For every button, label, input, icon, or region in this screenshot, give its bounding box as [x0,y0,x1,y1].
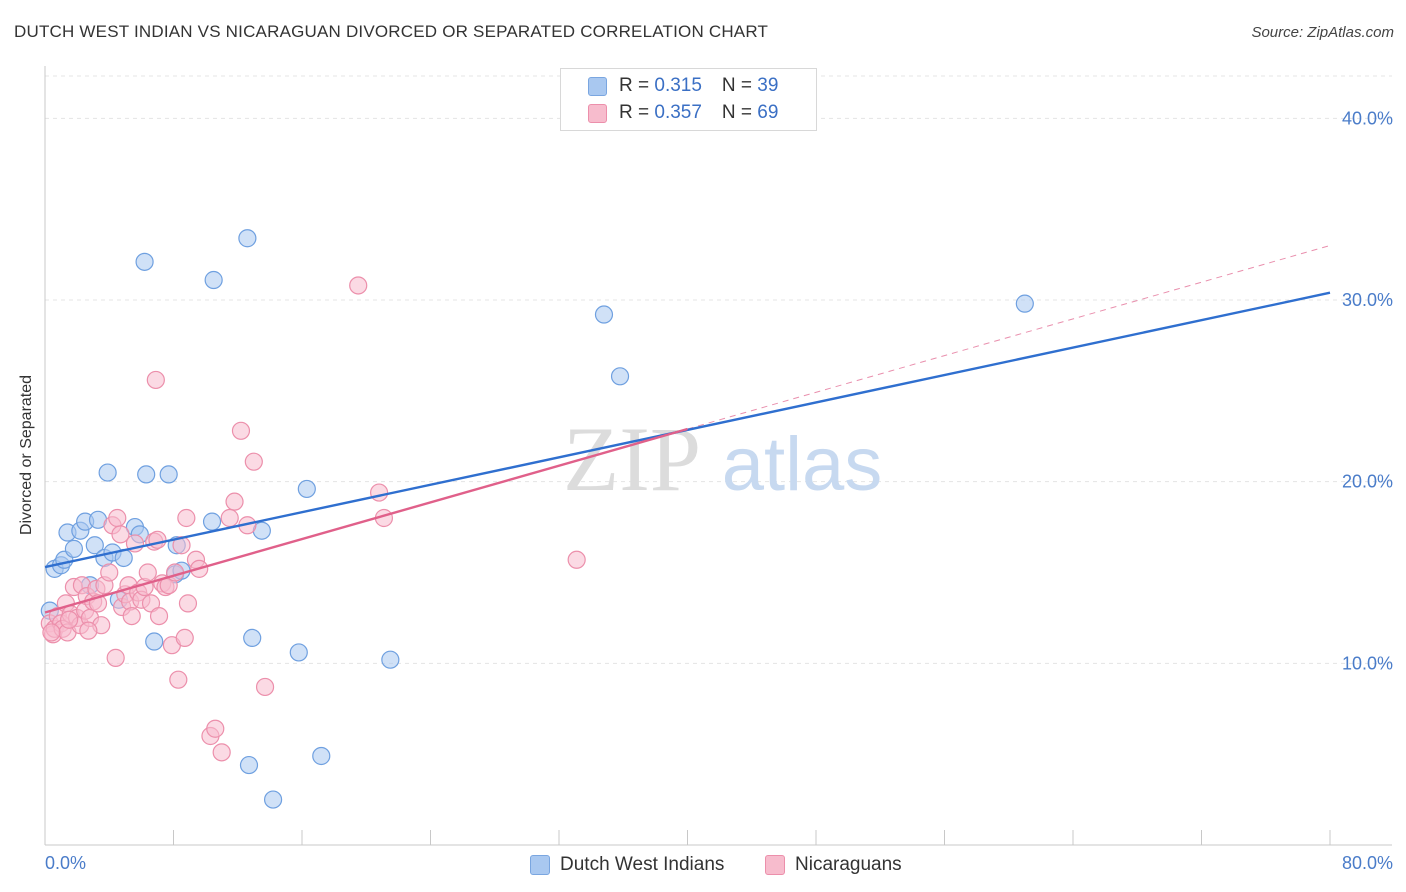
bottom-legend-label: Dutch West Indians [560,854,725,875]
bottom-legend-item-nicaraguans: Nicaraguans [765,852,902,878]
bottom-legend-item-dutch-west-indians: Dutch West Indians [530,852,724,878]
data-point [135,252,154,271]
data-point [312,746,331,766]
chart-title: DUTCH WEST INDIAN VS NICARAGUAN DIVORCED… [14,22,769,41]
data-point [122,606,141,626]
data-point [175,628,194,648]
data-point [100,563,119,582]
legend-r-label: R = [619,75,655,96]
x-tick-label-max: 80.0% [1342,853,1393,873]
legend-swatch-dutch-west-indians [588,76,607,96]
bottom-legend-label: Nicaraguans [795,854,902,875]
data-point [149,606,169,626]
y-tick-label: 30.0% [1342,290,1393,310]
trend-line-nicaraguans [44,427,688,614]
bottom-legend-swatch-nicaraguans [765,855,785,875]
legend-row-nicaraguans: R = 0.357 N = 69 [588,100,778,126]
data-point [243,628,262,648]
data-point [64,539,84,558]
data-point [108,508,127,528]
data-point [220,508,239,528]
data-point [244,452,263,471]
data-point [206,719,225,738]
legend: R = 0.315 N = 39 R = 0.357 N = 69 [560,68,817,131]
y-tick-label: 10.0% [1342,653,1393,673]
watermark-atlas: atlas [722,422,883,507]
data-point [297,479,316,499]
data-point [98,463,117,482]
data-point [239,755,259,775]
data-point [42,623,61,642]
data-point [370,483,389,502]
axes [44,66,1392,846]
y-tick-label: 40.0% [1342,108,1393,128]
data-points [40,229,1034,809]
legend-n-value: 69 [757,102,779,123]
bottom-legend-swatch-dutch-west-indians [530,855,550,875]
gridlines [45,75,1392,664]
data-point [204,270,223,290]
data-point [169,670,188,689]
legend-n-label: N = [721,102,758,123]
legend-n-label: N = [721,75,758,96]
data-point [106,648,125,667]
source-label: Source: ZipAtlas.com [1251,24,1394,41]
y-tick-label: 20.0% [1342,472,1393,492]
data-point [238,229,257,248]
legend-r-label: R = [619,102,655,123]
data-point [79,621,98,640]
trend-line-extension [687,245,1331,430]
data-point [145,632,164,651]
data-point [148,530,167,549]
data-point [202,512,222,531]
data-point [349,276,368,295]
tick-labels: 10.0% 20.0% 30.0% 40.0% 0.0% 80.0% [45,108,1393,873]
data-point [381,650,400,669]
data-point [289,643,308,662]
data-point [567,550,586,569]
data-point [137,465,156,484]
x-tick-label-min: 0.0% [45,853,86,873]
trend-lines [44,245,1331,614]
data-point [59,610,79,629]
data-point [263,790,283,809]
legend-row-dutch-west-indians: R = 0.315 N = 39 [588,73,778,99]
data-point [255,677,275,697]
data-point [159,465,178,484]
legend-r-value: 0.357 [654,102,702,123]
series-nicaraguans [40,276,586,762]
legend-n-value: 39 [757,75,779,96]
data-point [231,421,251,440]
data-point [225,492,244,511]
data-point [177,508,196,528]
data-point [111,525,130,544]
data-point [178,594,198,613]
data-point [85,536,104,555]
legend-swatch-nicaraguans [588,103,607,123]
data-point [212,743,231,762]
data-point [146,370,165,390]
data-point [610,367,630,386]
data-point [138,563,157,582]
data-point [1015,294,1034,313]
data-point [594,305,614,324]
legend-r-value: 0.315 [654,75,702,96]
